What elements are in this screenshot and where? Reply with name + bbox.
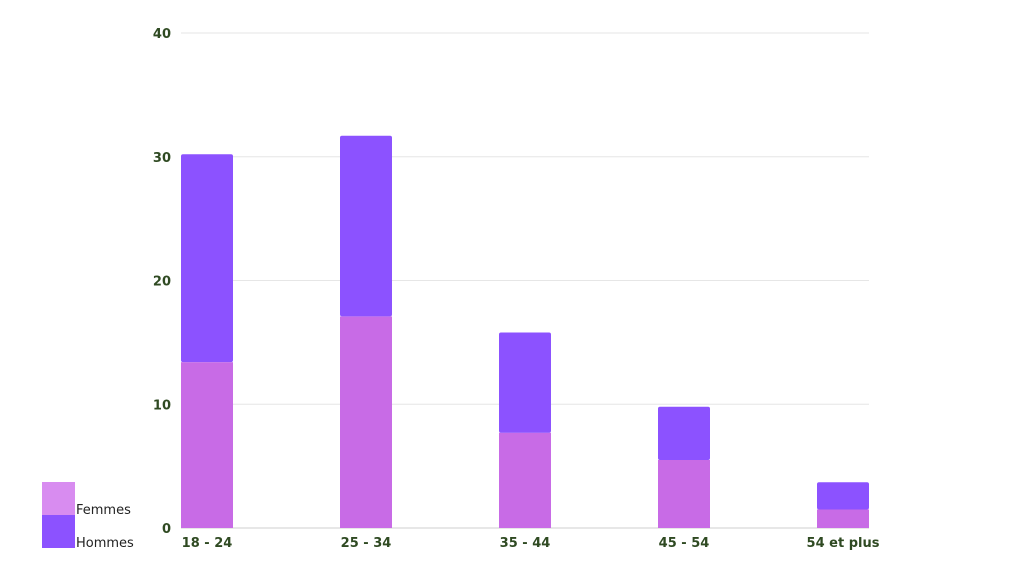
legend-item-hommes: Hommes bbox=[42, 515, 152, 551]
x-tick-label: 54 et plus bbox=[807, 536, 880, 551]
legend-label-hommes: Hommes bbox=[76, 536, 134, 551]
bar-hommes-2 bbox=[340, 135, 392, 317]
y-axis-ticks: 0 10 20 30 40 bbox=[153, 27, 171, 537]
bar-hommes-3 bbox=[499, 332, 551, 433]
bar-hommes-5 bbox=[817, 482, 869, 510]
bar-femmes-1 bbox=[181, 362, 233, 528]
bars bbox=[181, 135, 869, 528]
legend-item-femmes: Femmes bbox=[42, 482, 152, 518]
bar-femmes-3 bbox=[499, 432, 551, 528]
legend: Femmes Hommes bbox=[42, 482, 152, 551]
legend-swatch-femmes bbox=[42, 482, 75, 515]
bar-hommes-4 bbox=[658, 406, 710, 460]
x-tick-label: 45 - 54 bbox=[659, 536, 710, 551]
x-axis-ticks: 18 - 24 25 - 34 35 - 44 45 - 54 54 et plus bbox=[182, 536, 880, 551]
gridlines bbox=[181, 32, 869, 529]
y-tick-label: 0 bbox=[162, 522, 171, 537]
y-tick-label: 10 bbox=[153, 398, 171, 413]
bar-femmes-2 bbox=[340, 316, 392, 528]
y-tick-label: 30 bbox=[153, 151, 171, 166]
legend-label-femmes: Femmes bbox=[76, 503, 131, 518]
x-tick-label: 18 - 24 bbox=[182, 536, 233, 551]
bar-femmes-4 bbox=[658, 459, 710, 528]
bar-hommes-1 bbox=[181, 154, 233, 363]
x-tick-label: 35 - 44 bbox=[500, 536, 551, 551]
legend-swatch-hommes bbox=[42, 515, 75, 548]
y-tick-label: 20 bbox=[153, 275, 171, 290]
y-tick-label: 40 bbox=[153, 27, 171, 42]
x-tick-label: 25 - 34 bbox=[341, 536, 392, 551]
bar-femmes-5 bbox=[817, 509, 869, 528]
